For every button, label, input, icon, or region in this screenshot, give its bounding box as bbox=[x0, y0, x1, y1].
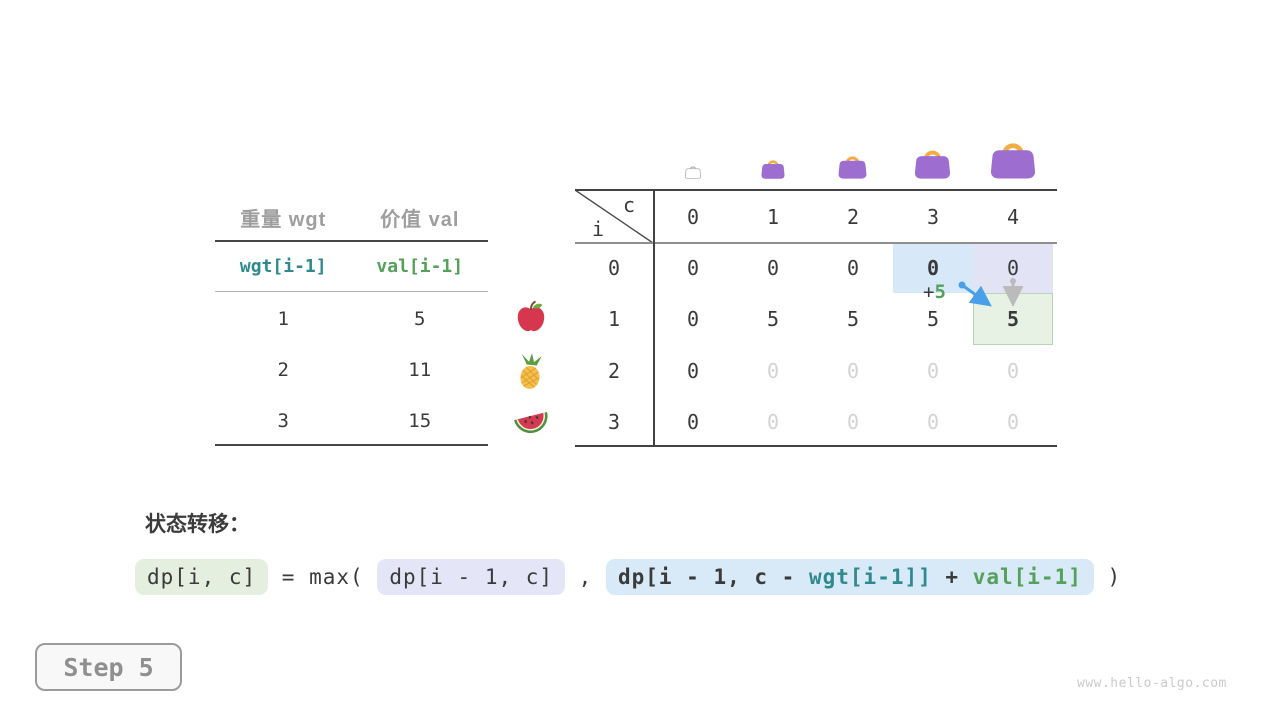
col-header-4: 4 bbox=[1006, 204, 1020, 229]
dp-grid: c i 0 1 2 3 4 0 0 0 0 0 0 1 0 5 5 5 5 2 … bbox=[575, 190, 1053, 447]
item-1-weight: 1 bbox=[277, 307, 289, 330]
divider bbox=[215, 444, 488, 446]
step-button[interactable]: Step 5 bbox=[35, 643, 182, 691]
dp-cell-2-3: 0 bbox=[926, 358, 940, 383]
divider bbox=[215, 291, 488, 292]
divider bbox=[215, 240, 488, 242]
dp-corner-cell: c i bbox=[575, 190, 653, 243]
item-3-value: 15 bbox=[408, 409, 432, 432]
dp-cell-2-4: 0 bbox=[1006, 358, 1020, 383]
formula-lhs: dp[i, c] bbox=[135, 559, 269, 595]
dp-table: c i 0 1 2 3 4 0 0 0 0 0 0 1 0 5 5 5 5 2 … bbox=[575, 135, 1057, 450]
item-2-value: 11 bbox=[408, 358, 432, 381]
plus-sign: + bbox=[923, 281, 935, 303]
formula-equals-max: = max( bbox=[268, 565, 378, 589]
item-row-2: 2 11 bbox=[215, 344, 488, 395]
pineapple-icon bbox=[513, 352, 549, 395]
formula-option-take: dp[i - 1, c - wgt[i-1]] + val[i-1] bbox=[605, 559, 1094, 595]
item-3-weight: 3 bbox=[277, 409, 289, 432]
item-2-weight: 2 bbox=[277, 358, 289, 381]
formula-take-plus: + bbox=[931, 565, 973, 589]
bag-capacity-4-icon bbox=[990, 135, 1036, 184]
dp-cell-0-1: 0 bbox=[766, 256, 780, 280]
plus-five-annotation: +5 bbox=[923, 281, 946, 303]
wgt-formula-label: wgt[i-1] bbox=[239, 256, 327, 277]
row-header-1: 1 bbox=[607, 307, 621, 331]
dp-cell-2-2: 0 bbox=[846, 358, 860, 383]
table-top-border bbox=[575, 189, 1057, 191]
col-header-3: 3 bbox=[926, 204, 940, 229]
row-header-2: 2 bbox=[607, 358, 621, 383]
bag-capacity-2-icon bbox=[838, 151, 867, 184]
dp-cell-0-0: 0 bbox=[686, 256, 700, 280]
col-header-1: 1 bbox=[766, 204, 780, 229]
transition-label: 状态转移： bbox=[145, 513, 250, 536]
watermelon-icon bbox=[511, 404, 551, 441]
row-header-3: 3 bbox=[607, 409, 621, 434]
header-separator bbox=[575, 242, 1057, 244]
dp-cell-3-2: 0 bbox=[846, 409, 860, 434]
bag-capacity-1-icon bbox=[761, 156, 785, 184]
value-column-header: 价值 val bbox=[380, 209, 460, 231]
items-table-header: 重量 wgt 价值 val bbox=[215, 195, 488, 240]
dp-cell-3-1: 0 bbox=[766, 409, 780, 434]
row-header-0: 0 bbox=[607, 256, 621, 280]
item-row-1: 1 5 bbox=[215, 293, 488, 344]
items-table: 重量 wgt 价值 val wgt[i-1] val[i-1] 1 5 2 11… bbox=[215, 195, 488, 447]
item-axis-label: i bbox=[592, 217, 605, 241]
col-header-2: 2 bbox=[846, 204, 860, 229]
dp-cell-1-4-target-highlight: 5 bbox=[973, 293, 1053, 345]
bag-capacity-3-icon bbox=[914, 144, 951, 184]
formula-take-val: val[i-1] bbox=[972, 565, 1082, 589]
weight-column-header: 重量 wgt bbox=[240, 209, 327, 231]
dp-cell-3-3: 0 bbox=[926, 409, 940, 434]
capacity-axis-label: c bbox=[622, 193, 635, 217]
diagonal-line bbox=[575, 190, 653, 243]
dp-cell-3-4: 0 bbox=[1006, 409, 1020, 434]
items-formula-row: wgt[i-1] val[i-1] bbox=[215, 242, 488, 291]
table-bottom-border bbox=[575, 445, 1057, 447]
added-value: 5 bbox=[934, 281, 946, 303]
dp-cell-0-4-source-highlight: 0 bbox=[973, 243, 1053, 293]
formula-take-dp: dp[i - 1, c - bbox=[617, 565, 809, 589]
formula-option-skip: dp[i - 1, c] bbox=[377, 559, 566, 595]
dp-cell-0-2: 0 bbox=[846, 256, 860, 280]
dp-cell-1-2: 5 bbox=[846, 307, 860, 331]
val-formula-label: val[i-1] bbox=[376, 256, 464, 277]
item-1-value: 5 bbox=[414, 307, 426, 330]
col-header-0: 0 bbox=[686, 204, 700, 229]
watermark: www.hello-algo.com bbox=[1077, 676, 1227, 691]
dp-cell-1-3: 5 bbox=[926, 307, 940, 331]
row-header-separator bbox=[653, 189, 655, 447]
dp-cell-1-1: 5 bbox=[766, 307, 780, 331]
dp-cell-3-0: 0 bbox=[686, 409, 700, 434]
transition-formula: dp[i, c] = max( dp[i - 1, c] , dp[i - 1,… bbox=[135, 559, 1121, 595]
apple-icon bbox=[514, 300, 548, 339]
dp-cell-1-0: 0 bbox=[686, 307, 700, 331]
dp-cell-2-1: 0 bbox=[766, 358, 780, 383]
formula-close-paren: ) bbox=[1093, 565, 1122, 589]
formula-comma: , bbox=[565, 565, 606, 589]
item-row-3: 3 15 bbox=[215, 395, 488, 446]
dp-cell-2-0: 0 bbox=[686, 358, 700, 383]
bag-capacity-0-icon bbox=[684, 163, 702, 184]
formula-take-wgt: wgt[i-1]] bbox=[808, 565, 932, 589]
